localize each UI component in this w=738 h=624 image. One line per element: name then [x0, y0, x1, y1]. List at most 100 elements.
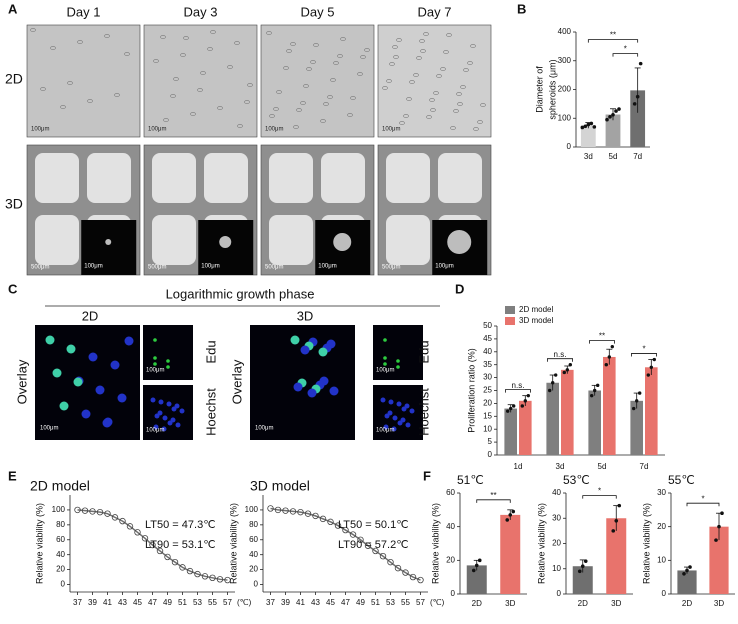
nucleus: [66, 344, 76, 354]
well: [386, 215, 430, 265]
data-point: [224, 576, 231, 584]
cell: [200, 71, 206, 75]
bar: [500, 514, 521, 594]
y-tick-label: 20: [56, 565, 65, 574]
x-tick-label: 37: [266, 598, 275, 607]
cell: [323, 102, 329, 106]
scale-label: 500μm: [382, 265, 400, 271]
image-label: Hoechst: [416, 388, 431, 436]
edu-signal: [153, 338, 157, 342]
cell: [77, 40, 83, 44]
cell: [467, 61, 473, 65]
cell: [446, 33, 452, 37]
nucleus: [404, 403, 410, 409]
cell: [473, 127, 479, 131]
x-tick-label: 47: [148, 598, 157, 607]
significance-bracket: [589, 340, 615, 344]
data-point: [387, 558, 394, 566]
data-point: [274, 506, 282, 514]
data-point: [179, 564, 186, 571]
data-point: [201, 573, 209, 580]
y-tick-label: 10: [483, 424, 492, 433]
y-tick-label: 40: [56, 550, 65, 559]
data-point: [614, 109, 618, 113]
cell: [430, 108, 436, 112]
cell: [247, 83, 253, 87]
cell: [399, 121, 405, 125]
y-tick-label: 10: [552, 564, 561, 573]
bar: [603, 356, 616, 455]
nucleus: [391, 426, 397, 432]
cell: [290, 42, 296, 46]
well: [152, 153, 196, 203]
x-tick-label: 7d: [633, 152, 642, 161]
bar: [709, 526, 729, 594]
data-point: [149, 541, 156, 549]
cell: [313, 43, 319, 47]
x-tick-label: 2D: [578, 599, 588, 608]
micrograph: [143, 24, 258, 138]
cell: [276, 90, 282, 94]
data-point: [592, 125, 597, 129]
x-tick-label: 53: [193, 598, 202, 607]
group-label: 3D: [297, 308, 314, 323]
nucleus: [157, 410, 163, 416]
data-point: [334, 522, 342, 529]
y-tick-label: 35: [483, 360, 492, 369]
data-point: [562, 370, 566, 375]
data-point: [89, 508, 96, 515]
cell: [160, 35, 166, 39]
annotation: LT50 = 47.3℃: [145, 519, 216, 531]
cell: [244, 100, 250, 104]
edu-signal: [383, 356, 387, 360]
data-point: [632, 102, 637, 106]
y-tick-label: 400: [558, 27, 572, 36]
data-point: [417, 576, 424, 584]
cell: [327, 95, 333, 99]
well: [269, 153, 313, 203]
data-point: [583, 124, 588, 129]
data-point: [554, 373, 558, 377]
cell: [360, 55, 366, 59]
data-point: [357, 536, 364, 543]
x-tick-label: 57: [416, 598, 425, 607]
chart-title: 55℃: [668, 473, 695, 487]
cell: [286, 49, 292, 53]
cell: [183, 36, 189, 40]
significance-bracket: [547, 358, 573, 362]
scale-label: 500μm: [265, 265, 283, 271]
x-tick-label: 2D: [682, 599, 692, 608]
bar: [519, 400, 532, 455]
cell: [433, 91, 439, 95]
data-point: [96, 508, 104, 516]
x-tick-label: 45: [133, 598, 142, 607]
cell: [170, 94, 176, 98]
data-point: [688, 565, 692, 569]
data-point: [717, 524, 721, 529]
nucleus: [400, 417, 406, 423]
nucleus: [387, 410, 393, 416]
micrograph: [377, 24, 492, 138]
cell: [386, 79, 392, 83]
cell: [389, 62, 395, 66]
data-point: [611, 113, 615, 117]
panel-title: Logarithmic growth phase: [166, 286, 315, 301]
data-point: [632, 406, 636, 411]
column-label: Day 3: [184, 4, 218, 19]
scale-label: 100μm: [31, 127, 49, 133]
data-point: [104, 510, 111, 517]
data-point: [474, 563, 479, 568]
y-tick-label: 30: [483, 373, 492, 382]
data-point: [605, 117, 609, 122]
data-point: [364, 542, 372, 549]
y-tick-label: 20: [483, 399, 492, 408]
spheroid: [219, 236, 232, 248]
image-label: Overlay: [14, 359, 29, 404]
bar: [466, 565, 487, 594]
nucleus: [158, 399, 164, 405]
data-point: [720, 511, 724, 515]
edu-signal: [166, 359, 170, 363]
cell: [163, 118, 169, 122]
cell: [443, 50, 449, 54]
